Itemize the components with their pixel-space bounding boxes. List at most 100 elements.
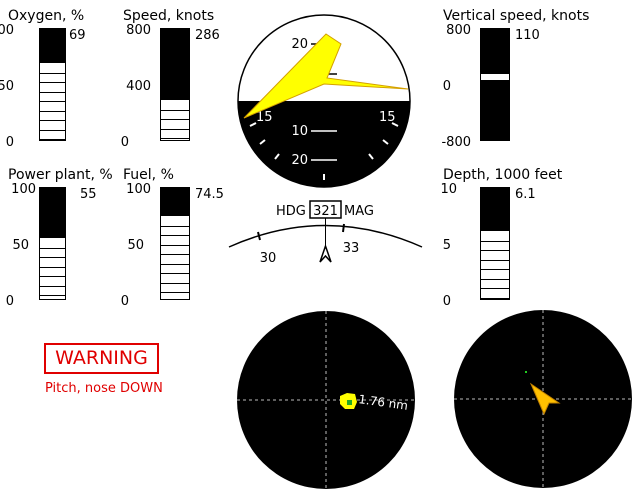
gauge-fill: [161, 188, 189, 216]
gauge-ladder-tick: [161, 254, 189, 255]
gauge-ladder-tick: [161, 119, 189, 120]
gauge-bar: [160, 28, 190, 141]
aircraft-symbol: [243, 33, 409, 119]
gauge-max-label: 800: [446, 23, 471, 38]
gauge-value: 74.5: [195, 187, 224, 202]
roll-tick: [259, 139, 266, 145]
gauge-title: Depth, 1000 feet: [443, 167, 563, 183]
direction-scope: [454, 310, 633, 490]
gauge-fill: [481, 29, 509, 140]
warning-message: Pitch, nose DOWN: [45, 381, 163, 396]
gauge-ladder-tick: [40, 295, 65, 296]
gauge-mid-label: 50: [127, 238, 144, 253]
gauge-title: Vertical speed, knots: [443, 8, 590, 24]
gauge-max-label: 10: [440, 182, 457, 197]
warning-title: WARNING: [55, 347, 148, 369]
gauge-ladder-tick: [161, 245, 189, 246]
gauge-ladder-tick: [40, 101, 65, 102]
gauge-mid-label: 50: [12, 238, 29, 253]
gauge-max-label: 100: [126, 182, 151, 197]
oxygen-gauge: Oxygen, % 100 50 0 69: [0, 8, 118, 149]
heading-arrow-icon: [319, 243, 332, 263]
gauge-max-label: 100: [0, 23, 14, 38]
gauge-value: 286: [195, 28, 220, 43]
gauge-min-label: 0: [5, 294, 14, 309]
gauge-ladder-tick: [481, 269, 509, 270]
direction-arrow-icon: [529, 382, 561, 416]
roll-tick: [382, 139, 389, 145]
radar-target-marker: [347, 400, 352, 405]
gauge-bar: [480, 187, 510, 300]
gauge-min-label: 0: [5, 135, 14, 150]
gauge-ladder-tick: [40, 257, 65, 258]
heading-value: 321: [313, 204, 338, 219]
heading-prefix: HDG: [276, 204, 306, 219]
gauge-ladder-tick: [481, 288, 509, 289]
gauge-ladder-tick: [161, 110, 189, 111]
pitch-label-10-down: 10: [291, 124, 308, 139]
fuel-gauge: Fuel, % 100 50 0 74.5: [121, 167, 233, 308]
roll-label-right: 15: [379, 110, 396, 125]
roll-tick: [249, 122, 257, 127]
gauge-ladder-tick: [161, 129, 189, 130]
heading-arc: [228, 224, 423, 248]
gauge-value: 6.1: [515, 187, 536, 202]
gauge-bar: [39, 187, 66, 300]
roll-tick: [274, 153, 280, 160]
gauge-ladder-tick: [40, 276, 65, 277]
gauge-fill: [40, 188, 65, 238]
gauge-ladder-tick: [161, 273, 189, 274]
gauge-min-label: -800: [441, 135, 471, 150]
roll-label-left: 15: [256, 110, 273, 125]
gauge-value: 55: [80, 187, 97, 202]
gauge-indicator-band: [481, 74, 509, 80]
gauge-bar: [480, 28, 510, 141]
gauge-ladder-tick: [40, 82, 65, 83]
radar-scope: 1.76 nm: [236, 310, 416, 490]
attitude-indicator: 20 10 10 20 15 15: [236, 10, 412, 190]
gauge-bar: [160, 187, 190, 300]
gauge-ladder-tick: [40, 111, 65, 112]
gauge-ladder-tick: [40, 286, 65, 287]
pitch-label-20-down: 20: [291, 153, 308, 168]
gauge-ladder-tick: [481, 279, 509, 280]
gauge-ladder-tick: [481, 298, 509, 299]
gauge-ladder-tick: [161, 226, 189, 227]
power-plant-gauge: Power plant, % 100 50 0 55: [6, 167, 118, 308]
gauge-fill: [161, 29, 189, 100]
gauge-ladder-tick: [40, 248, 65, 249]
gauge-mid-label: 5: [442, 238, 451, 253]
heading-tick: [342, 223, 345, 233]
gauge-title: Fuel, %: [123, 167, 174, 183]
radar-disc: [237, 311, 415, 489]
speed-gauge: Speed, knots 800 400 0 286: [121, 8, 233, 149]
pitch-label-20-up: 20: [291, 37, 308, 52]
gauge-ladder-tick: [161, 283, 189, 284]
gauge-ladder-tick: [40, 139, 65, 140]
gauge-ladder-tick: [40, 73, 65, 74]
gauge-ladder-tick: [40, 267, 65, 268]
attitude-bezel: [237, 14, 411, 188]
depth-gauge: Depth, 1000 feet 10 5 0 6.1: [440, 167, 623, 308]
radar-distance-label: 1.76 nm: [358, 392, 409, 413]
gauge-value: 69: [69, 28, 86, 43]
gauge-max-label: 800: [126, 23, 151, 38]
gauge-min-label: 0: [442, 294, 451, 309]
gauge-min-label: 0: [120, 294, 129, 309]
heading-indicator: HDG 321 MAG 30 33: [226, 196, 426, 268]
heading-tick-label-left: 30: [260, 251, 277, 266]
gauge-ladder-tick: [40, 92, 65, 93]
gauge-ladder-tick: [161, 235, 189, 236]
gauge-mid-label: 400: [126, 79, 151, 94]
gauge-fill: [481, 188, 509, 231]
heading-tick-label-right: 33: [343, 241, 360, 256]
gauge-ladder-tick: [481, 250, 509, 251]
gauge-min-label: 0: [120, 135, 129, 150]
gauge-max-label: 100: [11, 182, 36, 197]
gauge-bar: [39, 28, 66, 141]
gauge-title: Oxygen, %: [8, 8, 85, 24]
gauge-fill: [40, 29, 65, 63]
roll-tick: [368, 153, 374, 160]
gauge-ladder-tick: [481, 260, 509, 261]
heading-tick: [257, 231, 261, 241]
